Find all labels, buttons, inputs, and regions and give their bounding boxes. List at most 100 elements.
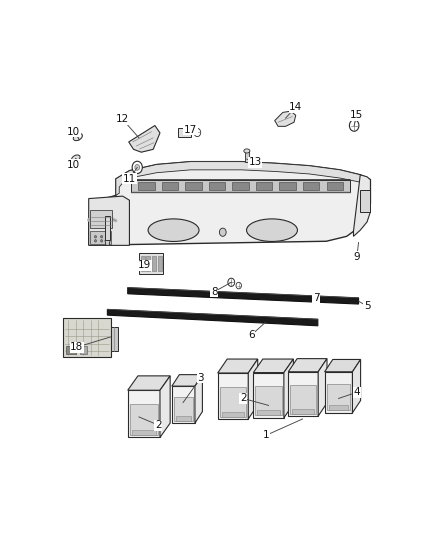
Text: 18: 18 (70, 342, 84, 352)
Bar (111, 327, 118, 351)
Bar (90, 231, 111, 244)
Bar (138, 182, 155, 190)
Polygon shape (353, 359, 360, 413)
Bar (328, 406, 348, 410)
Bar (245, 151, 249, 163)
Text: 4: 4 (353, 387, 360, 397)
Text: 1: 1 (262, 430, 269, 440)
Polygon shape (218, 359, 258, 373)
Polygon shape (253, 373, 284, 418)
Text: 7: 7 (313, 293, 319, 303)
Text: 13: 13 (248, 157, 261, 167)
Polygon shape (129, 126, 160, 152)
Bar (185, 182, 201, 190)
Bar (178, 128, 191, 137)
Ellipse shape (148, 219, 199, 241)
Bar (152, 256, 156, 271)
Bar (255, 386, 282, 415)
Polygon shape (284, 359, 293, 418)
Text: 10: 10 (67, 127, 80, 136)
Bar (66, 346, 76, 354)
Text: 19: 19 (138, 260, 152, 270)
Circle shape (194, 128, 201, 136)
Bar (141, 256, 145, 271)
Polygon shape (116, 161, 371, 195)
Text: 2: 2 (240, 393, 247, 403)
Circle shape (228, 278, 235, 286)
Circle shape (350, 120, 359, 131)
Bar (327, 384, 350, 410)
Ellipse shape (73, 133, 82, 141)
Text: 3: 3 (198, 373, 204, 383)
Bar (176, 416, 191, 421)
Bar (222, 411, 244, 416)
Ellipse shape (71, 155, 80, 162)
Bar (105, 216, 110, 240)
Text: 12: 12 (116, 115, 129, 124)
Bar (233, 182, 249, 190)
Bar (220, 386, 246, 416)
Ellipse shape (247, 219, 297, 241)
Polygon shape (172, 375, 202, 386)
Polygon shape (288, 359, 327, 372)
Bar (327, 182, 343, 190)
Bar (131, 180, 350, 192)
Bar (303, 182, 319, 190)
Bar (279, 182, 296, 190)
Polygon shape (288, 372, 318, 416)
Bar (293, 409, 314, 414)
Polygon shape (353, 175, 371, 236)
Bar (162, 182, 178, 190)
Circle shape (219, 228, 226, 236)
Bar (80, 346, 87, 354)
Text: 14: 14 (289, 102, 302, 112)
Text: 9: 9 (353, 252, 360, 262)
Circle shape (101, 236, 102, 238)
Polygon shape (160, 376, 170, 438)
Text: 11: 11 (123, 174, 136, 184)
Polygon shape (128, 390, 160, 438)
Bar (139, 253, 163, 274)
Bar (158, 256, 162, 271)
Polygon shape (105, 240, 110, 245)
Bar (258, 410, 280, 415)
Polygon shape (88, 161, 371, 245)
Bar (90, 209, 113, 228)
Circle shape (132, 161, 142, 174)
Polygon shape (172, 386, 195, 423)
Bar (132, 430, 156, 435)
Bar (360, 190, 370, 212)
Bar (290, 385, 316, 414)
Bar (146, 256, 150, 271)
Circle shape (95, 236, 96, 238)
Polygon shape (128, 376, 170, 390)
Bar (174, 397, 193, 421)
Polygon shape (275, 111, 296, 126)
Circle shape (135, 165, 140, 170)
Text: 15: 15 (350, 110, 364, 120)
Polygon shape (325, 359, 360, 372)
Text: 10: 10 (67, 159, 80, 169)
Polygon shape (248, 359, 258, 419)
Bar (63, 318, 111, 358)
Ellipse shape (244, 149, 250, 153)
Text: 8: 8 (211, 287, 218, 297)
Polygon shape (218, 373, 248, 419)
Circle shape (101, 240, 102, 242)
Polygon shape (195, 375, 202, 423)
Polygon shape (325, 372, 353, 413)
Polygon shape (318, 359, 327, 416)
Text: 17: 17 (184, 125, 197, 135)
Text: 6: 6 (248, 330, 255, 340)
Bar (130, 405, 158, 435)
Polygon shape (253, 359, 293, 373)
Circle shape (236, 282, 241, 289)
Bar (209, 182, 225, 190)
Circle shape (95, 240, 96, 242)
Polygon shape (107, 309, 318, 326)
Text: 5: 5 (364, 301, 371, 311)
Text: 2: 2 (155, 420, 162, 430)
Bar (256, 182, 272, 190)
Polygon shape (128, 288, 359, 304)
Polygon shape (88, 196, 130, 245)
